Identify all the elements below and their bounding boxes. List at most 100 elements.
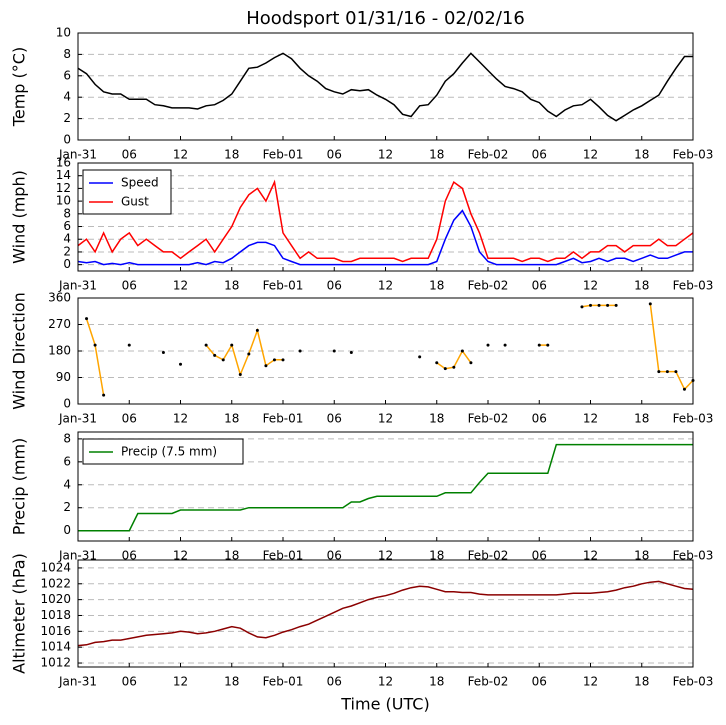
y-tick-label: 1020 — [40, 592, 71, 606]
series-line — [78, 443, 693, 532]
y-axis-label: Altimeter (hPa) — [10, 553, 29, 674]
point — [537, 343, 541, 347]
x-tick-label: Feb-01 — [263, 412, 304, 426]
x-tick-label: Jan-31 — [58, 412, 97, 426]
y-tick-label: 6 — [63, 68, 71, 82]
point — [606, 303, 610, 307]
point — [589, 303, 592, 307]
point — [161, 350, 165, 354]
x-tick-label: Feb-03 — [673, 549, 714, 563]
x-tick-label: 12 — [173, 279, 188, 293]
x-tick-label: 18 — [429, 279, 444, 293]
x-tick-label: 18 — [634, 279, 649, 293]
point — [213, 353, 217, 357]
x-tick-label: 12 — [173, 148, 188, 162]
axes-frame — [77, 431, 694, 542]
x-tick-label: Feb-02 — [468, 279, 509, 293]
point — [127, 343, 131, 347]
x-tick-label: Feb-02 — [468, 412, 509, 426]
point — [264, 364, 268, 368]
series-line — [77, 179, 694, 263]
point — [486, 343, 490, 347]
axes-frame — [77, 162, 694, 272]
y-tick-label: 10 — [56, 26, 71, 40]
y-tick-label: 0 — [63, 257, 71, 271]
y-tick-label: 6 — [63, 219, 71, 233]
point — [204, 343, 208, 347]
x-tick-label: 12 — [583, 412, 598, 426]
y-tick-label: 1012 — [40, 656, 71, 670]
point — [460, 349, 464, 353]
legend-label: Gust — [121, 195, 149, 209]
point — [503, 343, 507, 347]
x-tick-label: 06 — [122, 675, 137, 689]
x-tick-label: Feb-02 — [468, 549, 509, 563]
x-tick-label: 06 — [532, 412, 547, 426]
x-tick-label: 12 — [583, 675, 598, 689]
x-tick-label: 06 — [327, 148, 342, 162]
y-tick-label: 4 — [63, 477, 71, 491]
point — [255, 328, 259, 332]
x-tick-label: 06 — [122, 279, 137, 293]
point — [102, 393, 106, 397]
y-tick-label: 1018 — [40, 608, 71, 622]
point — [674, 370, 678, 374]
legend: Speed Gust — [82, 169, 172, 215]
x-tick-label: 18 — [634, 675, 649, 689]
x-tick-label: Jan-31 — [58, 675, 97, 689]
point — [281, 358, 285, 362]
legend-label: Precip (7.5 mm) — [121, 445, 217, 459]
x-tick-label: Feb-01 — [263, 148, 304, 162]
y-tick-label: 0 — [63, 523, 71, 537]
point — [332, 349, 336, 353]
series-line — [85, 303, 694, 396]
legend: Precip (7.5 mm) — [82, 438, 244, 465]
x-tick-label: 18 — [224, 148, 239, 162]
x-tick-label: Feb-01 — [263, 279, 304, 293]
x-tick-label: Feb-02 — [468, 675, 509, 689]
x-tick-label: 12 — [378, 675, 393, 689]
y-tick-label: 16 — [56, 156, 71, 170]
point — [349, 350, 353, 354]
x-tick-label: 18 — [429, 412, 444, 426]
x-tick-label: 12 — [173, 412, 188, 426]
x-axis-label: Time (UTC) — [340, 695, 429, 714]
x-tick-label: 18 — [224, 412, 239, 426]
legend-frame — [82, 169, 172, 215]
point — [452, 365, 456, 369]
point — [657, 370, 661, 374]
y-tick-label: 1024 — [40, 560, 71, 574]
point — [85, 317, 89, 321]
y-tick-label: 8 — [63, 431, 71, 445]
x-tick-label: 12 — [378, 412, 393, 426]
y-tick-label: 2 — [63, 244, 71, 258]
x-tick-label: 12 — [583, 279, 598, 293]
x-tick-label: 06 — [122, 148, 137, 162]
series-line — [77, 52, 693, 122]
point — [443, 367, 447, 371]
x-tick-label: Feb-03 — [673, 279, 714, 293]
x-tick-label: Feb-03 — [673, 148, 714, 162]
x-tick-label: 06 — [327, 675, 342, 689]
x-tick-label: 06 — [532, 675, 547, 689]
point — [469, 361, 473, 365]
x-tick-label: 12 — [173, 675, 188, 689]
x-tick-label: 12 — [378, 279, 393, 293]
y-tick-label: 90 — [56, 370, 71, 384]
y-tick-label: 270 — [48, 317, 71, 331]
point — [179, 362, 182, 366]
y-tick-label: 0 — [63, 397, 71, 411]
point — [682, 387, 686, 391]
x-tick-label: 18 — [224, 549, 239, 563]
point — [298, 349, 302, 353]
y-tick-label: 1022 — [40, 576, 71, 590]
point — [648, 302, 652, 306]
y-tick-label: 1016 — [40, 624, 71, 638]
y-axis-label: Precip (mm) — [10, 438, 29, 536]
x-tick-label: 06 — [532, 279, 547, 293]
x-tick-label: Feb-01 — [263, 675, 304, 689]
x-tick-label: 12 — [173, 549, 188, 563]
x-tick-label: 18 — [634, 412, 649, 426]
y-tick-label: 14 — [56, 168, 71, 182]
